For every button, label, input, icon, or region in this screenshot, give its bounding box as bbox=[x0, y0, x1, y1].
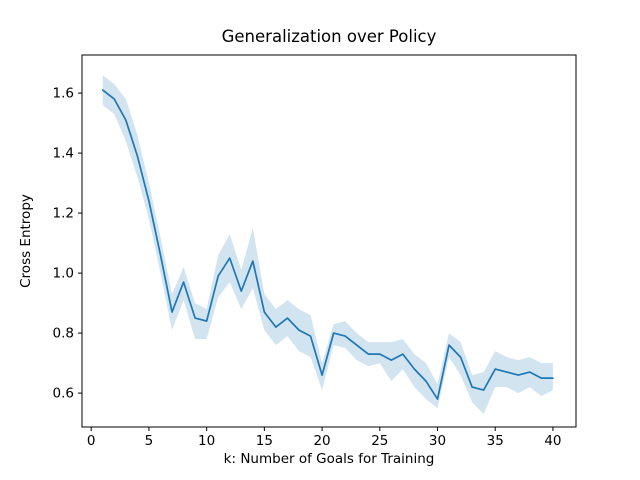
x-tick-label: 0 bbox=[87, 433, 96, 449]
x-tick-label: 25 bbox=[371, 433, 388, 449]
x-tick-label: 5 bbox=[145, 433, 154, 449]
x-axis-ticks: 0 5 10 15 20 25 30 35 40 bbox=[87, 427, 562, 449]
x-tick-label: 15 bbox=[256, 433, 273, 449]
x-tick-label: 40 bbox=[544, 433, 561, 449]
x-tick-label: 10 bbox=[198, 433, 215, 449]
y-tick-label: 1.0 bbox=[53, 266, 74, 282]
x-tick-label: 20 bbox=[313, 433, 330, 449]
y-tick-label: 1.6 bbox=[53, 86, 74, 102]
chart-title: Generalization over Policy bbox=[222, 27, 437, 46]
y-tick-label: 0.8 bbox=[53, 326, 74, 342]
mean-line bbox=[101, 89, 554, 400]
x-tick-label: 35 bbox=[487, 433, 504, 449]
y-axis-label: Cross Entropy bbox=[18, 194, 34, 288]
y-axis-ticks: 0.6 0.8 1.0 1.2 1.4 1.6 bbox=[53, 86, 82, 402]
confidence-band bbox=[102, 75, 553, 415]
y-tick-label: 0.6 bbox=[53, 386, 74, 402]
y-tick-label: 1.2 bbox=[53, 206, 74, 222]
y-tick-label: 1.4 bbox=[53, 146, 74, 162]
x-axis-label: k: Number of Goals for Training bbox=[224, 451, 435, 467]
plot-spines bbox=[81, 54, 577, 428]
x-tick-label: 30 bbox=[429, 433, 446, 449]
